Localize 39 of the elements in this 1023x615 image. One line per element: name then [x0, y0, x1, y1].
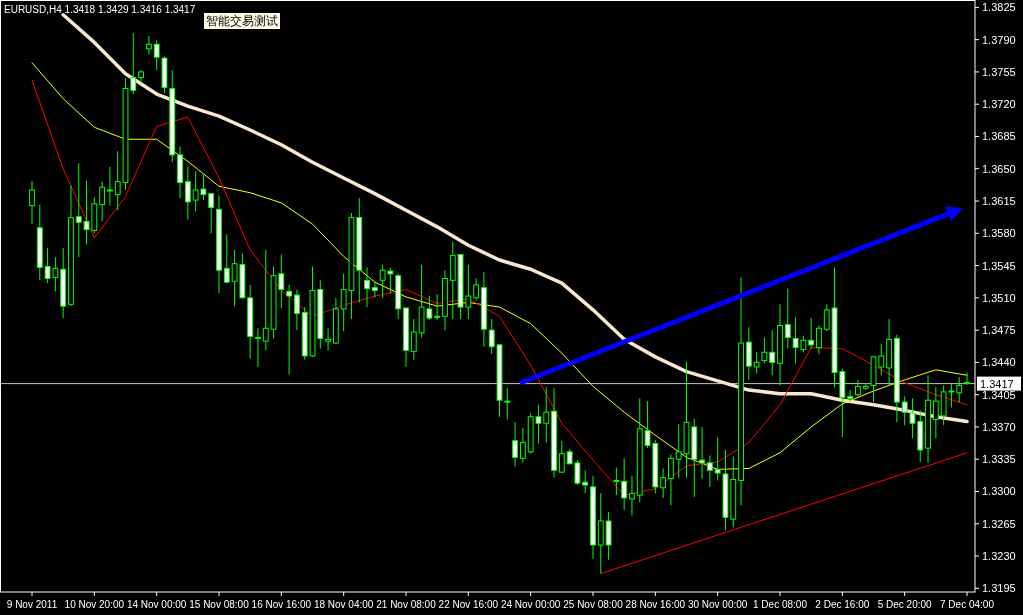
x-tick-label: 5 Dec 20:00 [877, 599, 933, 610]
x-tick-label: 22 Nov 16:00 [438, 599, 499, 610]
y-tick-label: 1.3265 [982, 517, 1016, 530]
x-tick-label: 1 Dec 08:00 [753, 599, 808, 610]
y-tick-label: 1.3790 [982, 33, 1016, 46]
y-tick-label: 1.3195 [982, 582, 1016, 595]
y-tick-label: 1.3300 [982, 485, 1016, 498]
y-tick-label: 1.3545 [982, 259, 1016, 272]
y-tick-label: 1.3370 [982, 420, 1016, 433]
x-tick-label: 14 Nov 00:00 [126, 599, 187, 610]
x-tick-label: 16 Nov 16:00 [251, 599, 312, 610]
x-tick-label: 30 Nov 00:00 [687, 599, 748, 610]
x-tick-label: 15 Nov 08:00 [189, 599, 250, 610]
x-tick-label: 18 Nov 04:00 [313, 599, 374, 610]
chart-title: EURUSD,H4 1.3418 1.3429 1.3416 1.3417 [4, 4, 196, 15]
ref-line-label: 1.3417 [980, 377, 1014, 390]
y-tick-label: 1.3230 [982, 550, 1016, 563]
y-tick-label: 1.3720 [982, 98, 1016, 111]
x-tick-label: 2 Dec 16:00 [815, 599, 870, 610]
line-series [61, 13, 969, 424]
y-tick-label: 1.3650 [982, 162, 1016, 175]
y-tick-label: 1.3335 [982, 453, 1016, 466]
y-tick-label: 1.3755 [982, 65, 1016, 78]
x-tick-label: 21 Nov 08:00 [376, 599, 437, 610]
y-tick-label: 1.3685 [982, 130, 1016, 143]
y-tick-label: 1.3475 [982, 324, 1016, 337]
annotation: 智能交易测试 [204, 13, 280, 29]
x-tick-label: 7 Dec 04:00 [940, 599, 995, 610]
y-tick-label: 1.3615 [982, 195, 1016, 208]
x-tick-label: 25 Nov 08:00 [563, 599, 624, 610]
y-tick-label: 1.3405 [982, 388, 1016, 401]
y-tick-label: 1.3440 [982, 356, 1016, 369]
x-tick-label: 9 Nov 2011 [6, 599, 58, 610]
x-tick-label: 10 Nov 20:00 [64, 599, 125, 610]
y-tick-label: 1.3510 [982, 291, 1016, 304]
x-tick-label: 24 Nov 00:00 [500, 599, 561, 610]
x-tick-label: 28 Nov 16:00 [625, 599, 686, 610]
y-tick-label: 1.3825 [982, 1, 1016, 14]
y-tick-label: 1.3580 [982, 227, 1016, 240]
